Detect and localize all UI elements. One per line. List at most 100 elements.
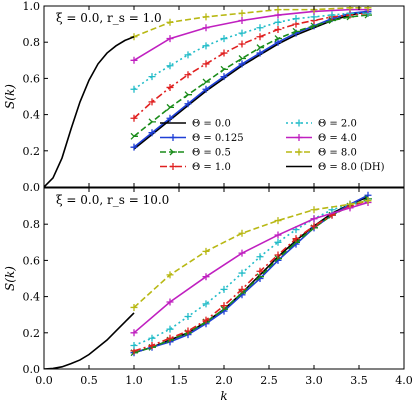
data-point xyxy=(184,91,192,99)
data-point xyxy=(166,18,174,26)
y-axis-label: S(k) xyxy=(3,84,17,109)
data-point xyxy=(148,118,156,126)
y-tick-label: 1.0 xyxy=(23,0,41,13)
data-point xyxy=(274,238,282,246)
data-point xyxy=(238,29,246,37)
legend-label: Θ = 1.0 xyxy=(192,162,231,173)
legend-label: Θ = 0.5 xyxy=(192,148,231,159)
data-point xyxy=(166,35,174,43)
data-point xyxy=(274,231,282,239)
y-tick-label: 0.2 xyxy=(23,327,41,340)
series-line-4 xyxy=(133,199,369,352)
data-point xyxy=(166,114,174,122)
series-6 xyxy=(130,6,372,64)
data-point xyxy=(238,9,246,17)
plot-area xyxy=(44,191,372,369)
data-point xyxy=(130,303,138,311)
data-point xyxy=(274,6,282,14)
data-point xyxy=(202,300,210,308)
series-4 xyxy=(130,9,372,122)
legend-label: Θ = 8.0 xyxy=(318,148,357,159)
data-point xyxy=(166,298,174,306)
data-point xyxy=(166,334,174,342)
data-point xyxy=(238,269,246,277)
legend-label: Θ = 0.125 xyxy=(192,133,244,144)
series-8 xyxy=(44,36,135,187)
data-point xyxy=(130,114,138,122)
data-point xyxy=(310,22,318,30)
x-tick-label: 3.0 xyxy=(305,374,323,387)
data-point xyxy=(256,49,264,57)
data-point xyxy=(256,267,264,275)
data-point xyxy=(130,56,138,64)
legend-marker xyxy=(169,148,177,156)
legend-marker xyxy=(295,148,303,156)
data-point xyxy=(346,200,354,208)
y-tick-label: 0.0 xyxy=(23,181,41,194)
data-point xyxy=(274,38,282,46)
y-tick-label: 0.2 xyxy=(23,145,41,158)
data-point xyxy=(148,73,156,81)
legend-label: Θ = 4.0 xyxy=(318,133,357,144)
series-line-6 xyxy=(133,201,369,334)
series-line-8 xyxy=(44,36,135,187)
data-point xyxy=(148,334,156,342)
x-tick-label: 1.0 xyxy=(125,374,143,387)
series-6 xyxy=(130,198,372,337)
data-point xyxy=(238,285,246,293)
data-point xyxy=(130,85,138,93)
data-point xyxy=(238,16,246,24)
data-point xyxy=(130,341,138,349)
data-point xyxy=(220,35,228,43)
data-point xyxy=(202,78,210,86)
data-point xyxy=(220,302,228,310)
data-point xyxy=(202,24,210,32)
series-line-5 xyxy=(133,199,369,347)
data-point xyxy=(238,40,246,48)
legend-marker xyxy=(295,134,303,141)
x-tick-label: 0.5 xyxy=(80,374,98,387)
data-point xyxy=(148,129,156,137)
data-point xyxy=(274,251,282,259)
data-point xyxy=(310,215,318,223)
data-point xyxy=(238,60,246,68)
data-point xyxy=(184,313,192,321)
series-7 xyxy=(130,197,372,311)
data-point xyxy=(220,285,228,293)
series-8 xyxy=(44,312,135,369)
series-line-4 xyxy=(133,12,369,119)
y-tick-label: 0.0 xyxy=(23,363,41,376)
data-point xyxy=(274,35,282,43)
data-point xyxy=(184,71,192,79)
y-tick-label: 0.8 xyxy=(23,36,41,49)
series-line-2 xyxy=(133,10,369,148)
x-tick-label: 2.5 xyxy=(260,374,278,387)
data-point xyxy=(292,15,300,23)
series-line-8 xyxy=(44,312,135,369)
data-point xyxy=(256,253,264,261)
data-point xyxy=(292,235,300,243)
data-point xyxy=(130,143,138,151)
data-point xyxy=(292,27,300,35)
data-point xyxy=(256,33,264,41)
data-point xyxy=(166,62,174,70)
panel-1: 0.0 0.2 0.4 0.6 0.8 1.0 S(k) ξ = 0.0, r_s = 1.0… xyxy=(3,0,405,194)
data-point xyxy=(202,85,210,93)
data-point xyxy=(202,60,210,68)
legend-marker xyxy=(295,119,303,127)
data-point xyxy=(166,83,174,91)
panel-annotation: ξ = 0.0, r_s = 10.0 xyxy=(56,193,169,207)
data-point xyxy=(166,271,174,279)
axes-frame xyxy=(43,5,405,188)
data-point xyxy=(166,325,174,333)
axes-frame xyxy=(43,187,405,370)
data-point xyxy=(148,98,156,106)
data-point xyxy=(238,249,246,257)
series-line-6 xyxy=(133,8,368,61)
series-3 xyxy=(130,195,372,357)
data-point xyxy=(202,247,210,255)
plot-area xyxy=(44,6,372,187)
data-point xyxy=(346,6,354,12)
data-point xyxy=(238,229,246,237)
